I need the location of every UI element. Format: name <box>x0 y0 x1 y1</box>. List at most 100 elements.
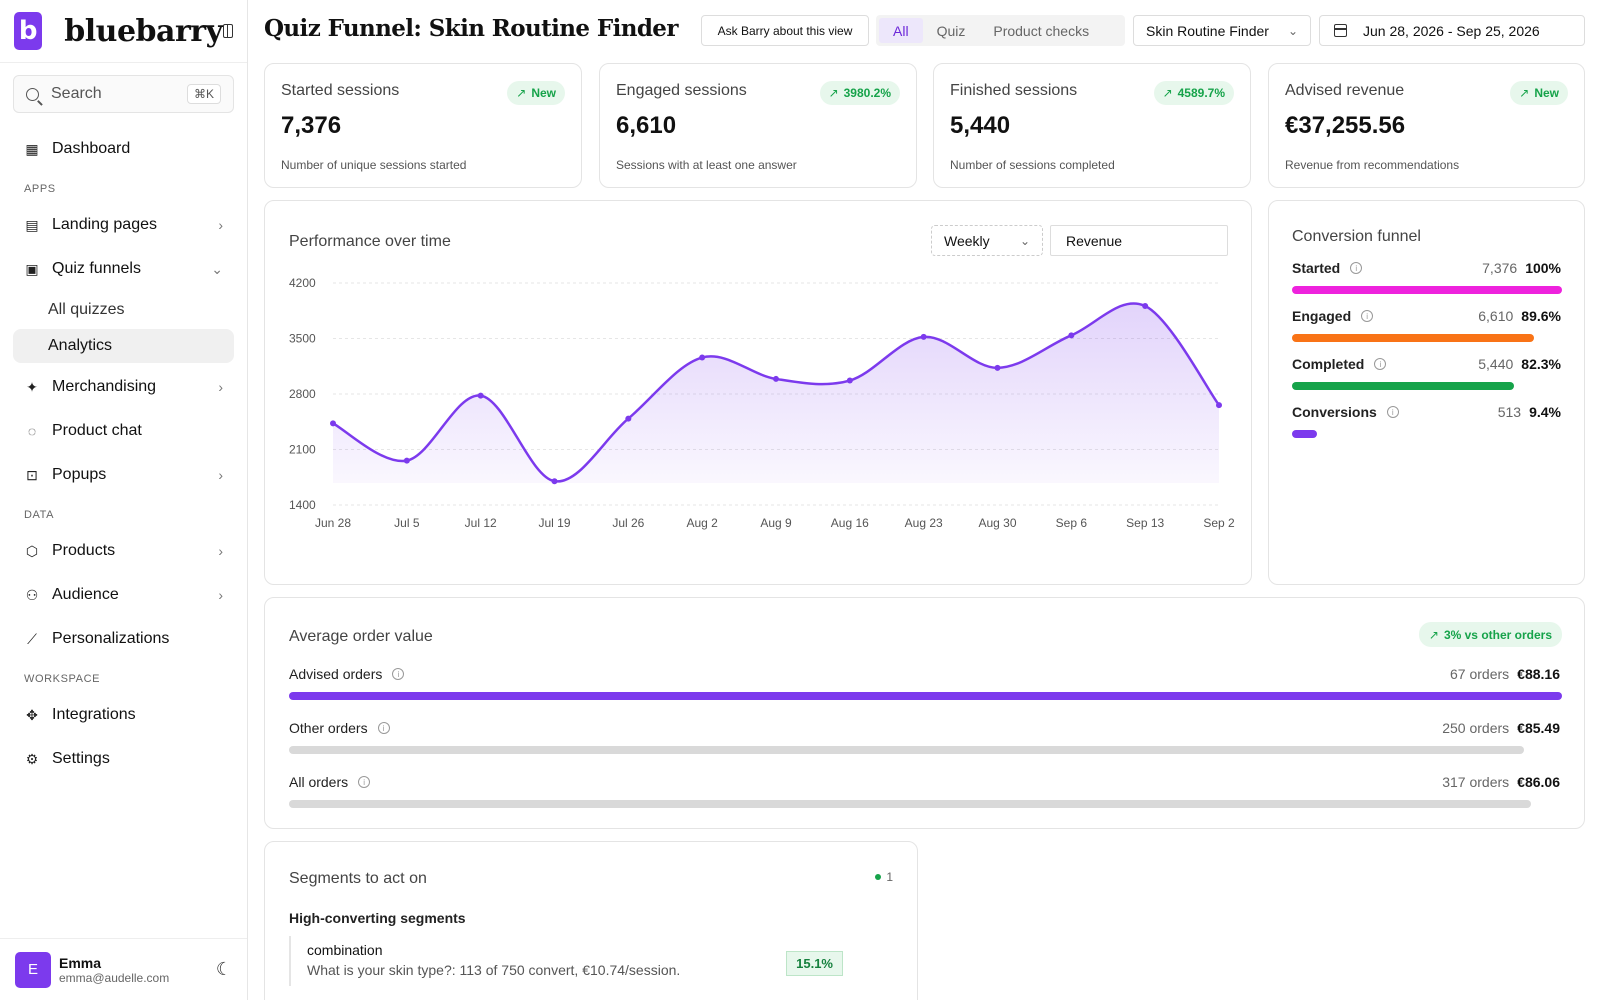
x-tick-label: Jun 28 <box>315 516 351 530</box>
users-icon: ⚇ <box>25 586 39 603</box>
segments-count: 1 <box>875 870 893 884</box>
data-point <box>699 354 706 361</box>
data-point <box>403 457 410 464</box>
section-label-apps: APPS <box>24 183 56 195</box>
sidebar-item-quiz-funnels[interactable]: ▣ Quiz funnels ⌄ <box>0 247 247 291</box>
x-tick-label: Jul 12 <box>465 516 497 530</box>
interval-select[interactable]: Weekly ⌄ <box>931 225 1043 256</box>
segments-subtitle: High-converting segments <box>289 910 466 926</box>
info-icon[interactable]: i <box>1361 310 1374 322</box>
badge-label: 3980.2% <box>843 86 891 100</box>
quiz-select[interactable]: Skin Routine Finder ⌄ <box>1133 15 1311 46</box>
sidebar-item-dashboard[interactable]: ▦ Dashboard <box>0 127 247 171</box>
search-input[interactable]: Search ⌘K <box>13 75 234 113</box>
segment-item[interactable]: combination What is your skin type?: 113… <box>289 936 893 986</box>
progress-bar-fill <box>1292 430 1318 438</box>
user-email: emma@audelle.com <box>59 970 170 985</box>
tab-all[interactable]: All <box>879 18 923 43</box>
stat-description: Sessions with at least one answer <box>616 158 797 172</box>
performance-title: Performance over time <box>289 233 451 250</box>
info-icon[interactable]: i <box>377 722 390 734</box>
x-tick-label: Jul 26 <box>612 516 644 530</box>
stat-title: Engaged sessions <box>616 82 747 99</box>
sidebar-item-merchandising[interactable]: ✦ Merchandising › <box>0 365 247 409</box>
stat-value: 7,376 <box>281 112 342 139</box>
info-icon[interactable]: i <box>392 668 405 680</box>
sidebar-subitem-analytics[interactable]: Analytics <box>13 329 234 363</box>
aov-row: Other orders i 250 orders €85.49 <box>289 720 1560 754</box>
sidebar-subitem-all-quizzes[interactable]: All quizzes <box>48 301 125 318</box>
chevron-right-icon: › <box>218 217 223 233</box>
data-point <box>477 392 484 399</box>
funnel-percent: 100% <box>1525 260 1561 276</box>
quiz-select-value: Skin Routine Finder <box>1146 22 1269 39</box>
date-range-picker[interactable]: Jun 28, 2026 - Sep 25, 2026 <box>1319 15 1585 46</box>
sidebar-item-popups[interactable]: ⊡ Popups › <box>0 453 247 497</box>
x-tick-label: Sep 13 <box>1126 516 1164 530</box>
funnel-row: Completed i 5,440 82.3% <box>1292 356 1561 390</box>
sidebar-item-landing-pages[interactable]: ▤ Landing pages › <box>0 203 247 247</box>
sidebar-item-product-chat[interactable]: ◌ Product chat <box>0 409 247 453</box>
grid-icon: ▦ <box>25 140 39 157</box>
sidebar-item-integrations[interactable]: ✥ Integrations <box>0 693 247 737</box>
data-point <box>625 415 632 422</box>
user-profile[interactable]: E Emma emma@audelle.com ☾ <box>0 938 247 1000</box>
segment-description: What is your skin type?: 113 of 750 conv… <box>307 962 681 978</box>
search-icon <box>26 87 39 101</box>
interval-value: Weekly <box>944 232 990 249</box>
status-dot-icon <box>875 874 882 880</box>
clipboard-icon: ▣ <box>25 260 39 277</box>
section-label-data: DATA <box>24 509 55 521</box>
data-point <box>920 333 927 340</box>
performance-card: 4200 3500 2800 2100 1400 Jun 28 Jul 5 Jul 12 Jul… <box>264 200 1252 585</box>
page-title: Quiz Funnel: Skin Routine Finder <box>264 15 678 42</box>
data-point <box>330 420 336 427</box>
segments-title: Segments to act on <box>289 870 427 887</box>
x-tick-label: Sep 6 <box>1056 516 1088 530</box>
stat-description: Number of unique sessions started <box>281 158 467 172</box>
sidebar-collapse-icon[interactable] <box>222 24 233 38</box>
sidebar-item-products[interactable]: ⬡ Products › <box>0 529 247 573</box>
y-tick-label: 2800 <box>289 387 316 401</box>
badge-label: 3% vs other orders <box>1443 627 1552 642</box>
sidebar-item-label: Product chat <box>52 422 142 439</box>
layout-icon: ▤ <box>25 216 39 233</box>
search-shortcut: ⌘K <box>186 84 221 104</box>
sidebar-item-label: Settings <box>52 750 110 767</box>
tab-product-checks[interactable]: Product checks <box>993 22 1090 39</box>
sidebar-item-label: Audience <box>52 586 119 603</box>
y-tick-label: 3500 <box>289 332 316 346</box>
info-icon[interactable]: i <box>1374 358 1387 370</box>
search-placeholder: Search <box>51 85 102 102</box>
x-tick-label: Jul 5 <box>394 516 420 530</box>
info-icon[interactable]: i <box>358 776 371 788</box>
x-tick-label: Jul 19 <box>538 516 570 530</box>
metric-select[interactable]: Revenue <box>1050 225 1228 256</box>
brand-logo[interactable]: b <box>14 12 43 50</box>
average-order-value-card: Average order value ↗ 3% vs other orders … <box>264 597 1585 829</box>
x-tick-label: Aug 2 <box>686 516 718 530</box>
funnel-row: Engaged i 6,610 89.6% <box>1292 308 1561 342</box>
funnel-stage-name: Completed <box>1292 356 1365 372</box>
conversion-funnel-card: Conversion funnel Started i 7,376 100% E… <box>1268 200 1585 585</box>
arrow-up-right-icon: ↗ <box>1519 86 1530 100</box>
sidebar-item-label: Merchandising <box>52 378 157 395</box>
sidebar-item-label: Landing pages <box>52 216 157 233</box>
info-icon[interactable]: i <box>1386 406 1399 418</box>
moon-icon[interactable]: ☾ <box>215 959 232 979</box>
stat-title: Finished sessions <box>950 82 1078 99</box>
chevron-right-icon: › <box>218 543 223 559</box>
sidebar-item-settings[interactable]: ⚙ Settings <box>0 737 247 781</box>
ask-barry-button[interactable]: Ask Barry about this view <box>701 15 869 46</box>
tab-quiz[interactable]: Quiz <box>936 22 966 39</box>
avatar[interactable]: E <box>15 951 51 988</box>
badge-label: New <box>531 86 556 100</box>
funnel-count: 7,376 <box>1482 260 1518 276</box>
aov-value: €85.49 <box>1517 720 1560 736</box>
chevron-right-icon: › <box>218 467 223 483</box>
x-tick-label: Sep 2 <box>1203 516 1235 530</box>
status-badge: ↗ New <box>507 81 565 105</box>
info-icon[interactable]: i <box>1350 262 1363 274</box>
sidebar-item-personalizations[interactable]: ⟋ Personalizations <box>0 617 247 661</box>
sidebar-item-audience[interactable]: ⚇ Audience › <box>0 573 247 617</box>
